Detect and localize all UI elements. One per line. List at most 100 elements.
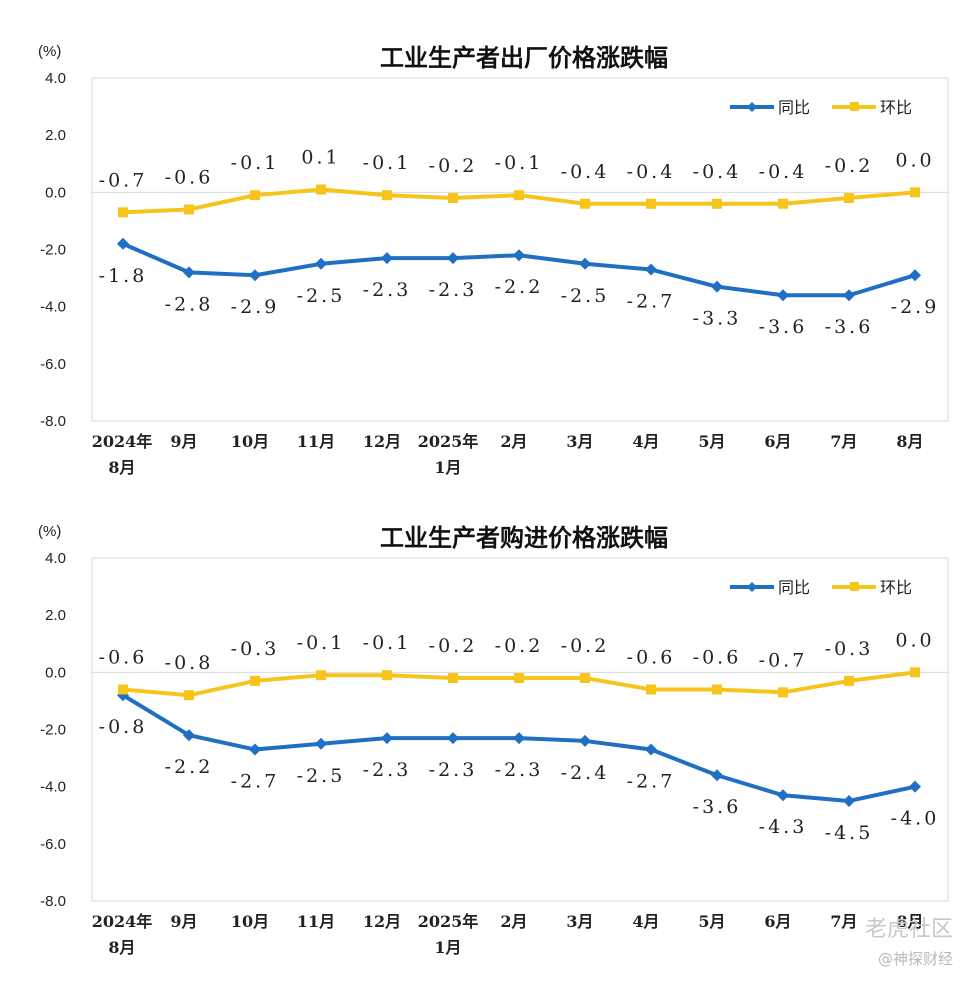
data-point [646, 684, 656, 695]
x-tick-label: 5月 [698, 912, 725, 931]
plot-area [91, 557, 949, 902]
data-label: -2.9 [891, 296, 940, 318]
data-point [909, 269, 921, 282]
data-label: -0.2 [825, 155, 874, 177]
data-point [447, 252, 459, 265]
x-tick-label: 6月 [764, 912, 791, 931]
legend-marker [850, 582, 859, 591]
x-tick-label: 8月 [108, 458, 135, 477]
data-point [646, 198, 656, 209]
data-label: -2.5 [561, 285, 610, 307]
legend-marker [747, 582, 757, 592]
data-label: -0.7 [759, 649, 808, 671]
data-label: -0.4 [627, 161, 676, 183]
data-label: -0.2 [561, 635, 610, 657]
data-label: -0.1 [231, 152, 280, 174]
data-label: -0.2 [429, 155, 478, 177]
legend: 同比 环比 [730, 98, 912, 117]
y-axis-unit: (%) [38, 43, 61, 60]
x-tick-label: 11月 [297, 432, 335, 451]
data-point [183, 266, 195, 279]
data-point [778, 687, 788, 698]
x-tick-label: 1月 [434, 938, 461, 957]
x-tick-label: 6月 [764, 432, 791, 451]
data-label: -0.8 [165, 652, 214, 674]
data-label: -2.3 [363, 279, 412, 301]
legend-marker [747, 102, 757, 112]
data-point [448, 673, 458, 684]
chart-svg-output-price: 工业生产者出厂价格涨跌幅 (%) 4.0 2.0 0.0 -2.0 -4.0 -6.0 -8.0… [38, 43, 949, 477]
data-point [778, 198, 788, 209]
x-tick-label: 9月 [170, 912, 197, 931]
data-point [910, 187, 920, 198]
data-label: 0.1 [301, 146, 340, 168]
data-label: -4.5 [825, 822, 874, 844]
x-tick-label: 8月 [108, 938, 135, 957]
y-tick-label: -2.0 [40, 242, 66, 259]
data-label: -0.3 [825, 638, 874, 660]
y-tick-label: -4.0 [40, 779, 66, 796]
data-point [315, 737, 327, 750]
data-label: -0.6 [693, 646, 742, 668]
data-point [316, 184, 326, 195]
y-tick-label: 0.0 [45, 664, 66, 681]
data-point [118, 684, 128, 695]
data-label: 0.0 [895, 149, 934, 171]
data-point [381, 252, 393, 265]
data-label: -2.3 [429, 279, 478, 301]
data-point [513, 732, 525, 745]
data-point [514, 673, 524, 684]
x-tick-label: 2025年 [418, 432, 479, 451]
data-point [183, 729, 195, 742]
data-label: -2.7 [627, 291, 676, 313]
data-point [184, 204, 194, 215]
y-tick-label: 0.0 [45, 184, 66, 201]
x-tick-label: 10月 [231, 912, 269, 931]
y-tick-label: 4.0 [45, 70, 66, 87]
data-label: -2.2 [165, 756, 214, 778]
legend: 同比 环比 [730, 578, 912, 597]
data-point [777, 289, 789, 302]
data-point [910, 667, 920, 678]
x-tick-label: 4月 [632, 912, 659, 931]
data-point [381, 732, 393, 745]
y-tick-label: 4.0 [45, 550, 66, 567]
data-label: -3.6 [825, 316, 874, 338]
y-tick-label: -4.0 [40, 299, 66, 316]
y-tick-label: -2.0 [40, 722, 66, 739]
data-point [514, 190, 524, 201]
data-point [844, 193, 854, 204]
data-label: -0.3 [231, 638, 280, 660]
x-tick-label: 2025年 [418, 912, 479, 931]
y-tick-label: -6.0 [40, 836, 66, 853]
data-point [249, 743, 261, 756]
x-tick-label: 7月 [830, 912, 857, 931]
data-label: -0.4 [693, 161, 742, 183]
legend-label: 环比 [880, 578, 912, 597]
x-tick-label: 8月 [896, 912, 923, 931]
data-point [250, 190, 260, 201]
y-axis-unit: (%) [38, 523, 61, 540]
data-label: -2.5 [297, 765, 346, 787]
data-label: -3.6 [693, 796, 742, 818]
data-label: -2.3 [363, 759, 412, 781]
x-tick-label: 2月 [500, 912, 527, 931]
data-label: -3.6 [759, 316, 808, 338]
data-label: -0.1 [297, 632, 346, 654]
data-label: -0.2 [429, 635, 478, 657]
x-tick-label: 5月 [698, 432, 725, 451]
y-tick-label: -8.0 [40, 413, 66, 430]
data-point [382, 670, 392, 681]
data-point [447, 732, 459, 745]
data-point [184, 690, 194, 701]
data-label: -4.3 [759, 816, 808, 838]
data-point [777, 789, 789, 802]
data-label: -0.6 [627, 646, 676, 668]
data-label: -2.4 [561, 762, 610, 784]
y-tick-label: 2.0 [45, 127, 66, 144]
data-label: -0.6 [165, 166, 214, 188]
data-point [712, 684, 722, 695]
data-label: -4.0 [891, 808, 940, 830]
data-label: -0.4 [561, 161, 610, 183]
plot-area [91, 77, 949, 422]
